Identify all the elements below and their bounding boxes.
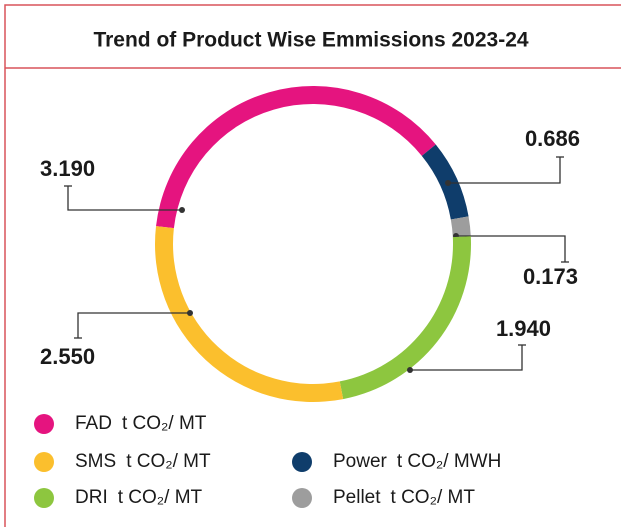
data-label: 2.550 [40,344,95,369]
legend-swatch [34,488,54,508]
donut-slice [156,85,436,229]
legend-unit: t CO₂/ MT [122,413,207,434]
legend-name: Power [333,451,388,472]
legend-label: Pellet t CO₂/ MT [333,487,475,508]
legend-swatch [292,488,312,508]
leader-line [456,235,566,262]
legend-name: SMS [75,451,116,472]
legend-label: Power t CO₂/ MWH [333,451,501,472]
legend-swatch [34,452,54,472]
leader-line [67,186,182,211]
data-label: 3.190 [40,156,95,181]
legend-name: FAD [75,413,112,434]
legend-unit: t CO₂/ MWH [397,451,501,472]
legend-name: Pellet [333,487,381,508]
donut-slice [339,236,471,400]
data-label: 0.173 [523,264,578,289]
legend-unit: t CO₂/ MT [391,487,476,508]
leader-dot [187,310,193,316]
legend-name: DRI [75,487,108,508]
chart-title: Trend of Product Wise Emmissions 2023-24 [93,29,528,52]
legend-swatch [292,452,312,472]
leader-line [410,345,523,371]
legend-label: SMS t CO₂/ MT [75,451,211,472]
leader-dot [445,180,451,186]
frame [4,4,621,527]
legend-unit: t CO₂/ MT [126,451,211,472]
legend-swatch [34,414,54,434]
legend-unit: t CO₂/ MT [118,487,203,508]
leader-line [77,312,190,338]
legend-label: DRI t CO₂/ MT [75,487,203,508]
donut-slice [154,226,344,402]
data-label: 0.686 [525,126,580,151]
data-label: 1.940 [496,316,551,341]
legend-label: FAD t CO₂/ MT [75,413,207,434]
leader-line [448,157,561,184]
leader-dot [179,207,185,213]
donut-slice [450,216,471,238]
leader-dot [407,367,413,373]
